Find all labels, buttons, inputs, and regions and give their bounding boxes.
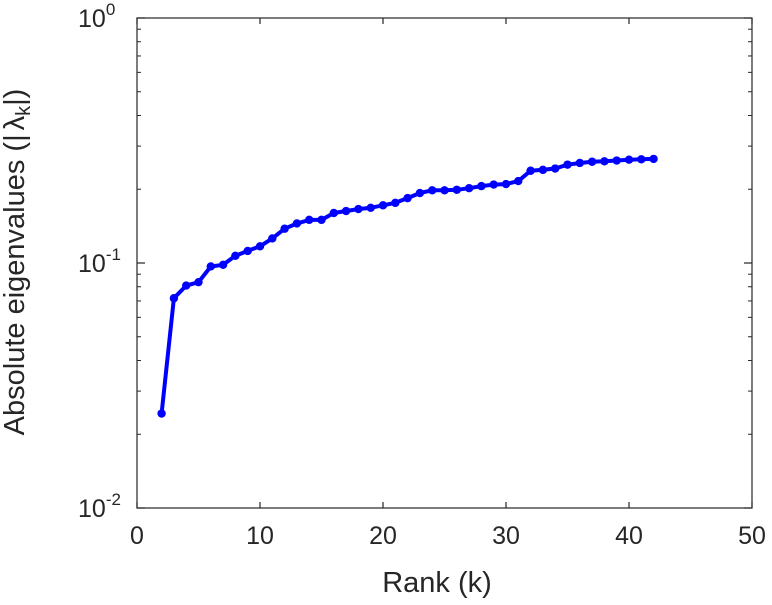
data-point [428,186,437,195]
data-point [464,183,474,193]
x-tick-label: 40 [615,522,643,550]
x-tick-label: 20 [369,522,397,550]
data-point [526,166,535,175]
data-point [477,181,486,191]
data-point [415,188,425,198]
data-point [182,281,191,290]
data-point [403,193,412,203]
data-point [366,203,375,212]
data-point [501,179,511,189]
y-tick-exponent: -1 [106,245,121,264]
data-point [341,206,351,216]
x-axis-label: Rank (k) [382,567,492,599]
axis-labels: Rank (k) Absolute eigenvalues (| λk|) [0,89,492,599]
data-point [317,215,326,225]
y-tick-base: 10 [78,250,106,278]
data-point [538,165,548,175]
y-tick-base: 10 [78,5,106,33]
data-point [305,215,314,225]
data-point [440,186,449,195]
data-point [194,277,203,287]
y-axis-label-symbol: λ [0,115,31,130]
y-tick-base: 10 [78,495,106,523]
x-tick-label: 10 [246,522,274,550]
data-point [292,219,302,228]
plot-frame [136,17,753,509]
x-tick-label: 30 [492,522,520,550]
data-point [243,246,252,256]
data-point [514,176,523,186]
y-tick-exponent: 0 [106,0,115,19]
y-axis-label: Absolute eigenvalues (| λk|) [0,89,35,436]
data-point [157,409,166,418]
data-point [563,160,572,169]
axes [136,17,753,509]
y-axis-label-text: Absolute eigenvalues (| [0,134,31,435]
data-point [268,234,277,243]
data-point [378,201,388,210]
x-tick-label: 50 [738,522,766,550]
y-tick-exponent: -2 [106,490,121,509]
data-point [600,157,609,166]
data-point [218,260,228,270]
data-point [649,154,658,164]
data-point [587,157,597,166]
y-axis-label-subscript: k [13,105,35,116]
data-point [575,158,584,168]
y-axis-label-close: |) [0,89,31,106]
data-point [255,242,265,251]
data-point [354,204,363,214]
data-point [637,155,646,164]
data-point [391,198,400,208]
y-tick-label: 10-1 [78,245,121,278]
data-point [280,224,289,233]
data-point [489,180,498,189]
data-point [231,251,240,261]
data-point [624,155,634,164]
x-tick-label: 0 [130,522,144,550]
y-tick-label: 10-2 [78,490,121,523]
data-point [612,156,621,165]
y-tick-label: 100 [78,0,115,33]
data-point [206,262,215,271]
series [157,154,658,418]
data-point [551,164,560,173]
data-point [169,294,179,303]
data-point [452,185,461,194]
data-point [329,208,338,218]
